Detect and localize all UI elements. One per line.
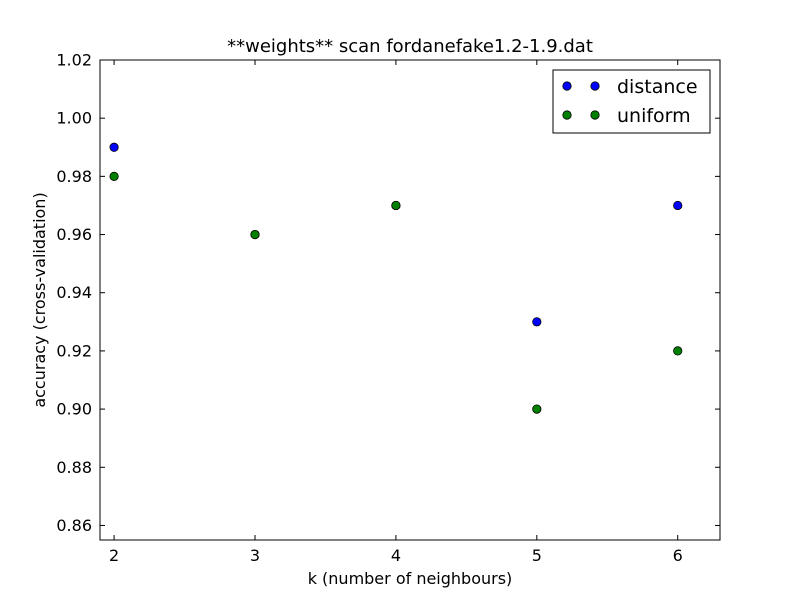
y-tick-label: 0.94 xyxy=(56,283,92,302)
data-point-distance xyxy=(532,317,542,327)
legend-box xyxy=(552,69,711,134)
data-point-uniform xyxy=(532,404,542,414)
legend: distance uniform xyxy=(552,69,711,134)
data-points xyxy=(109,142,683,414)
x-tick-label: 2 xyxy=(109,546,119,565)
y-tick-label: 1.00 xyxy=(56,109,92,128)
y-tick-label: 0.90 xyxy=(56,400,92,419)
data-point-uniform xyxy=(250,229,260,240)
legend-marker-distance xyxy=(562,81,572,91)
y-tick-label: 1.02 xyxy=(56,51,92,70)
y-tick-label: 0.98 xyxy=(56,167,92,186)
data-point-uniform xyxy=(673,346,683,356)
axis-ticks: 2 3 4 5 6 0.86 0.88 0.90 0.92 0.94 0.96 0.98 1.00 1.0… xyxy=(56,51,720,565)
x-tick-label: 3 xyxy=(250,546,260,565)
chart-title: **weights** scan fordanefake1.2-1.9.dat xyxy=(227,36,593,57)
data-point-distance xyxy=(673,200,683,211)
x-tick-label: 5 xyxy=(532,546,542,565)
plot-frame xyxy=(99,59,721,541)
data-point-distance xyxy=(109,142,119,152)
legend-label-uniform: uniform xyxy=(617,105,691,127)
data-point-uniform xyxy=(109,171,119,181)
y-tick-label: 0.88 xyxy=(56,458,92,477)
data-point-uniform xyxy=(391,200,401,211)
y-axis-label: accuracy (cross-validation) xyxy=(30,192,49,407)
legend-marker-uniform xyxy=(590,110,600,120)
x-tick-label: 6 xyxy=(673,546,683,565)
y-tick-label: 0.96 xyxy=(56,225,92,244)
legend-items: distance uniform xyxy=(562,76,698,127)
legend-marker-distance xyxy=(590,81,600,91)
legend-marker-uniform xyxy=(562,110,572,120)
x-tick-label: 4 xyxy=(391,546,401,565)
x-axis-label: k (number of neighbours) xyxy=(308,569,513,588)
y-tick-label: 0.92 xyxy=(56,341,92,360)
y-tick-label: 0.86 xyxy=(56,516,92,535)
legend-label-distance: distance xyxy=(617,76,698,98)
